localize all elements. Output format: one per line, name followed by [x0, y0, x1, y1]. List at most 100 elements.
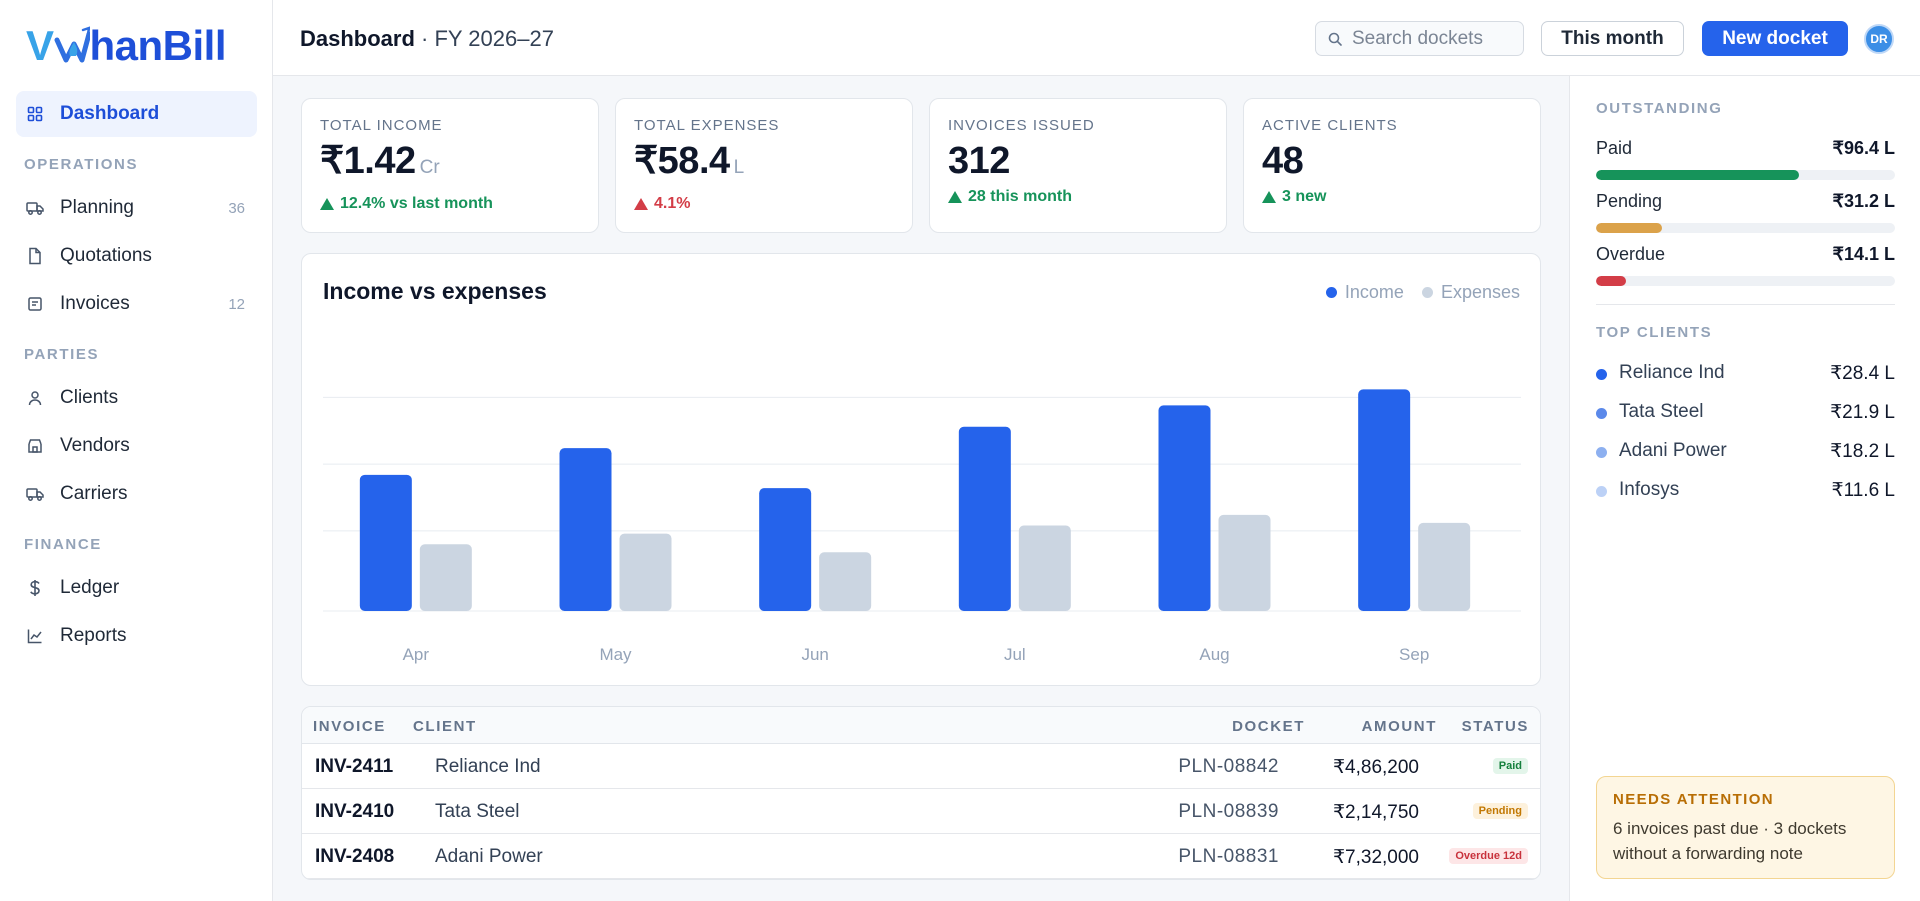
- top-client-row[interactable]: Infosys ₹11.6 L: [1596, 479, 1895, 503]
- sidebar-item-label: Quotations: [60, 245, 152, 266]
- docket-id[interactable]: PLN-08842: [1178, 756, 1279, 777]
- x-tick-label: Aug: [1199, 645, 1229, 664]
- fiscal-year-label: FY 2026–27: [434, 26, 554, 51]
- kpi-card-total-income[interactable]: TOTAL INCOME ₹1.42 Cr 12.4% vs last month: [301, 98, 599, 233]
- invoice-id[interactable]: INV-2411: [315, 756, 394, 777]
- kpi-card-total-expenses[interactable]: TOTAL EXPENSES ₹58.4 L 4.1%: [615, 98, 913, 233]
- sidebar-item-dashboard[interactable]: Dashboard: [16, 91, 257, 137]
- kpi-unit: L: [733, 157, 745, 178]
- col-invoice[interactable]: INVOICE: [313, 718, 386, 735]
- outstanding-value: ₹14.1 L: [1832, 244, 1895, 264]
- bar-expenses-apr[interactable]: [419, 544, 472, 611]
- kpi-unit: Cr: [419, 157, 440, 178]
- nav-section-parties: PARTIES: [24, 345, 100, 363]
- docket-id[interactable]: PLN-08831: [1178, 846, 1279, 867]
- legend-income[interactable]: Income: [1325, 282, 1404, 303]
- top-header: Dashboard · FY 2026–27 This month New do…: [273, 0, 1920, 76]
- client-dot: [1596, 447, 1607, 458]
- search-box[interactable]: [1315, 21, 1524, 56]
- divider: [1596, 304, 1895, 305]
- chart-legend: Income Expenses: [1308, 282, 1520, 303]
- sidebar-item-label: Dashboard: [60, 103, 160, 124]
- col-client[interactable]: CLIENT: [413, 718, 477, 735]
- bar-income-jul[interactable]: [958, 426, 1011, 611]
- top-clients-heading: TOP CLIENTS: [1596, 324, 1713, 341]
- bar-expenses-aug[interactable]: [1218, 514, 1271, 611]
- avatar[interactable]: DR: [1864, 24, 1894, 54]
- kpi-number: ₹58.4: [634, 140, 730, 182]
- income-expenses-chart: Income vs expenses Income Expenses Apr Ma…: [301, 253, 1541, 686]
- kpi-card-active-clients[interactable]: ACTIVE CLIENTS 48 3 new: [1243, 98, 1541, 233]
- top-client-row[interactable]: Adani Power ₹18.2 L: [1596, 440, 1895, 464]
- sidebar-item-reports[interactable]: Reports: [16, 613, 257, 659]
- bar-income-sep[interactable]: [1358, 389, 1411, 611]
- file-icon: [26, 247, 44, 265]
- new-docket-button[interactable]: New docket: [1702, 21, 1848, 56]
- sidebar-item-ledger[interactable]: Ledger: [16, 565, 257, 611]
- client-name: Adani Power: [1619, 440, 1727, 461]
- sidebar-item-label: Reports: [60, 625, 127, 646]
- sidebar-item-planning[interactable]: Planning 36: [16, 185, 257, 231]
- sidebar-item-count: 12: [228, 295, 245, 313]
- legend-income-swatch: [1325, 287, 1337, 298]
- status-badge: Overdue 12d: [1449, 848, 1528, 864]
- table-row[interactable]: INV-2411 Reliance Ind PLN-08842 ₹4,86,200 Pa…: [302, 744, 1540, 789]
- col-status[interactable]: STATUS: [1461, 718, 1529, 735]
- kpi-label: TOTAL INCOME: [320, 117, 443, 134]
- amount: ₹7,32,000: [1332, 847, 1419, 868]
- bar-income-jun[interactable]: [759, 488, 812, 611]
- outstanding-value: ₹31.2 L: [1832, 191, 1895, 211]
- truck-icon: [26, 199, 44, 217]
- invoice-id[interactable]: INV-2410: [315, 801, 395, 822]
- top-client-row[interactable]: Reliance Ind ₹28.4 L: [1596, 362, 1895, 386]
- outstanding-heading: OUTSTANDING: [1596, 100, 1723, 117]
- sidebar-item-clients[interactable]: Clients: [16, 375, 257, 421]
- kpi-value: 48: [1262, 140, 1522, 182]
- bar-income-aug[interactable]: [1158, 405, 1211, 611]
- bar-expenses-sep[interactable]: [1418, 522, 1471, 611]
- sidebar-item-quotations[interactable]: Quotations: [16, 233, 257, 279]
- sidebar: V hanBill Dashboard OPERATIONS Planning 36 Q…: [0, 0, 273, 901]
- search-input[interactable]: [1352, 27, 1512, 50]
- invoice-id[interactable]: INV-2408: [315, 846, 395, 867]
- client-dot: [1596, 486, 1607, 497]
- progress-fill: [1596, 276, 1626, 286]
- bar-income-apr[interactable]: [359, 474, 412, 611]
- top-client-row[interactable]: Tata Steel ₹21.9 L: [1596, 401, 1895, 425]
- bar-expenses-jul[interactable]: [1018, 525, 1071, 611]
- needs-attention-card[interactable]: NEEDS ATTENTION 6 invoices past due · 3 …: [1596, 776, 1895, 879]
- kpi-value: ₹1.42 Cr: [320, 140, 580, 189]
- legend-expenses[interactable]: Expenses: [1421, 282, 1520, 303]
- sidebar-item-vendors[interactable]: Vendors: [16, 423, 257, 469]
- col-docket[interactable]: DOCKET: [1232, 718, 1305, 735]
- sidebar-nav: Dashboard OPERATIONS Planning 36 Quotations I…: [16, 91, 257, 661]
- client-name: Tata Steel: [435, 801, 520, 822]
- col-amount[interactable]: AMOUNT: [1361, 718, 1437, 735]
- kpi-delta-text: 4.1%: [654, 195, 691, 212]
- attention-title: NEEDS ATTENTION: [1613, 791, 1775, 808]
- attention-text: 6 invoices past due · 3 dockets without …: [1613, 819, 1847, 863]
- kpi-number: 48: [1262, 140, 1304, 182]
- kpi-delta: 3 new: [1262, 188, 1522, 206]
- logo-mark-icon: [54, 26, 92, 66]
- table-row[interactable]: INV-2410 Tata Steel PLN-08839 ₹2,14,750 Pend…: [302, 789, 1540, 834]
- outstanding-label: Paid: [1596, 138, 1633, 158]
- bar-expenses-may[interactable]: [619, 533, 672, 611]
- bar-income-may[interactable]: [559, 448, 612, 611]
- kpi-card-invoices-issued[interactable]: INVOICES ISSUED 312 28 this month: [929, 98, 1227, 233]
- x-tick-label: Sep: [1399, 645, 1429, 664]
- table-row[interactable]: INV-2408 Adani Power PLN-08831 ₹7,32,000 Ove…: [302, 834, 1540, 879]
- kpi-delta: 12.4% vs last month: [320, 195, 580, 213]
- docket-id[interactable]: PLN-08839: [1178, 801, 1279, 822]
- sidebar-item-carriers[interactable]: Carriers: [16, 471, 257, 517]
- app-logo[interactable]: V hanBill: [26, 22, 227, 70]
- table-header: INVOICE CLIENT DOCKET AMOUNT STATUS: [302, 707, 1540, 744]
- nav-section-operations: OPERATIONS: [24, 155, 139, 173]
- client-name: Tata Steel: [1619, 401, 1704, 422]
- sidebar-item-invoices[interactable]: Invoices 12: [16, 281, 257, 327]
- grid-icon: [26, 105, 44, 123]
- title-separator: ·: [414, 26, 435, 51]
- client-value: ₹21.9 L: [1830, 402, 1895, 423]
- bar-expenses-jun[interactable]: [819, 552, 872, 611]
- this-month-button[interactable]: This month: [1541, 21, 1684, 56]
